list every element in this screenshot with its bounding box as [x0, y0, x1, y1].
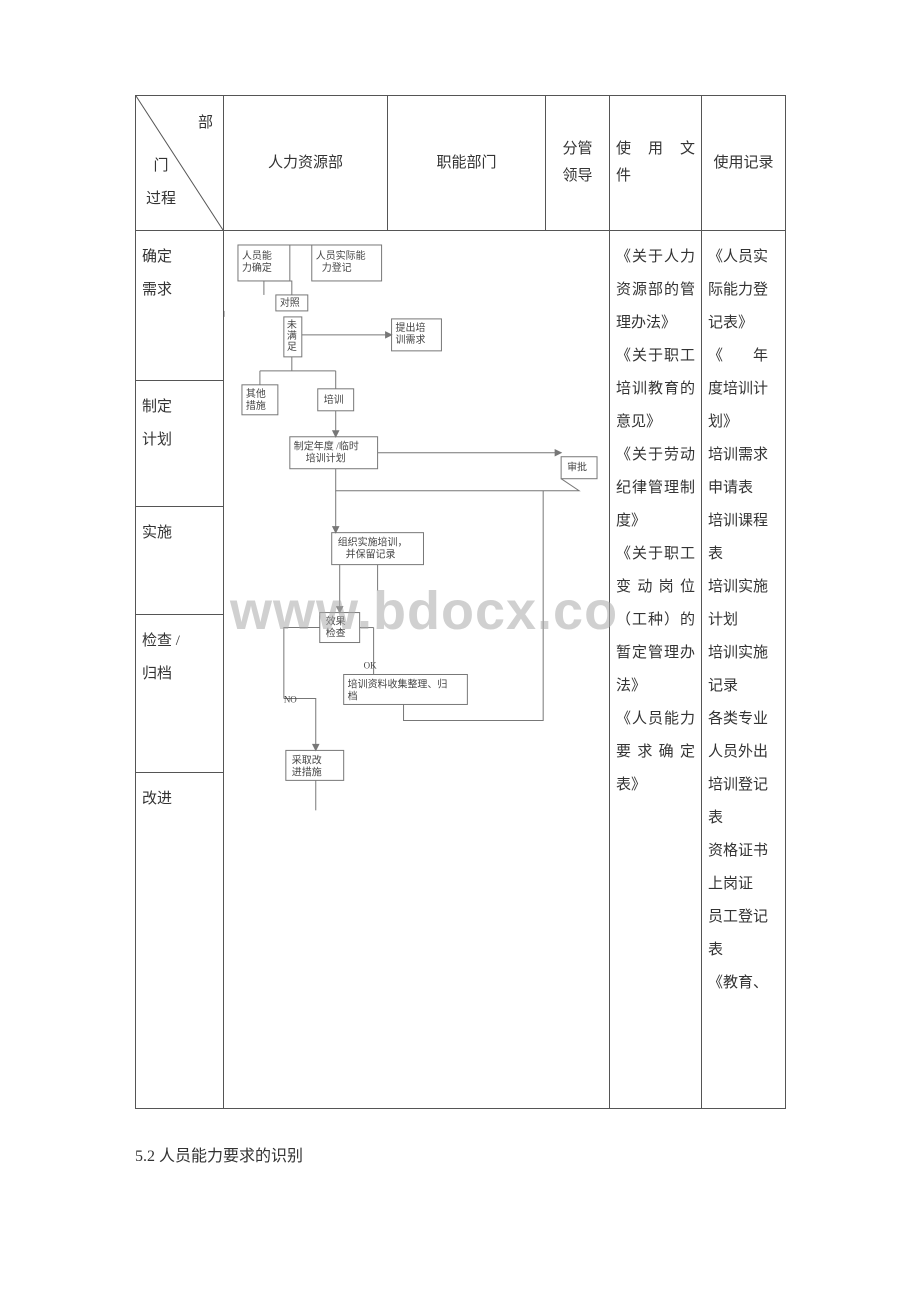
svg-text:未满足: 未满足	[287, 319, 297, 353]
header-doc: 使用文 件	[610, 96, 702, 231]
header-rec: 使用记录	[702, 96, 786, 231]
svg-text:NO: NO	[284, 694, 297, 704]
row-label-4: 检查 / 归档	[136, 615, 224, 773]
svg-text:审批: 审批	[567, 461, 587, 474]
table-row: 确定 需求	[136, 231, 786, 381]
svg-text:培训: 培训	[324, 393, 344, 406]
svg-text:效果检查: 效果检查	[326, 615, 346, 640]
row-label-1: 确定 需求	[136, 231, 224, 381]
header-lead: 分管 领导	[546, 96, 610, 231]
svg-text:对照: 对照	[280, 296, 300, 309]
svg-text:其他措施: 其他措施	[246, 387, 266, 412]
diag-top-label: 部	[198, 110, 213, 137]
section-heading: 5.2 人员能力要求的识别	[135, 1142, 303, 1166]
docs-cell: 《关于人力资源部的管理办法》 《关于职工培训教育的意见》 《关于劳动纪律管理制度…	[610, 231, 702, 1109]
svg-text:采取改进措施: 采取改进措施	[292, 753, 322, 778]
diag-bottom-label: 门 过程	[146, 150, 176, 216]
process-table: 部 门 过程 人力资源部 职能部门 分管 领导 使用文 件 使用记录 确定 需求	[135, 95, 786, 1109]
row-label-2: 制定 计划	[136, 381, 224, 507]
table-header-row: 部 门 过程 人力资源部 职能部门 分管 领导 使用文 件 使用记录	[136, 96, 786, 231]
flowchart-area: 人员能力确定 人员实际能力登记 对照 未满足 提出培训需求 其他措施 培训 制定…	[224, 231, 610, 1109]
header-hr: 人力资源部	[224, 96, 388, 231]
flow-box-cap-req: 人员能力确定	[242, 249, 272, 274]
svg-text:OK: OK	[364, 660, 377, 670]
records-cell: 《人员实际能力登记表》 《 年度培训计划》 培训需求申请表 培训课程表 培训实施…	[702, 231, 786, 1109]
row-label-5: 改进	[136, 773, 224, 1109]
document-page: 部 门 过程 人力资源部 职能部门 分管 领导 使用文 件 使用记录 确定 需求	[135, 95, 785, 1109]
svg-text:提出培训需求: 提出培训需求	[396, 321, 426, 346]
header-func: 职能部门	[388, 96, 546, 231]
header-diagonal: 部 门 过程	[136, 96, 224, 231]
row-label-3: 实施	[136, 507, 224, 615]
